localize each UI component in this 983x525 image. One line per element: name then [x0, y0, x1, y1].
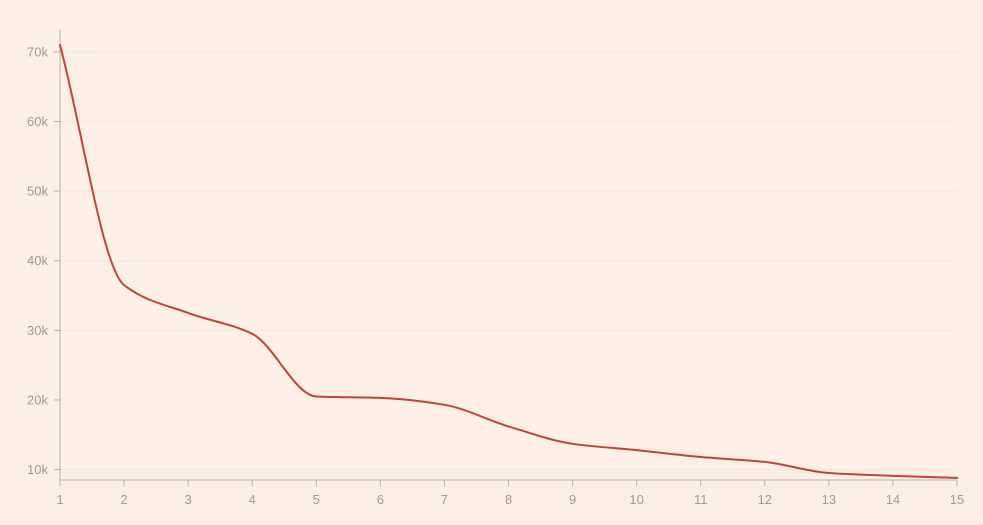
y-tick-label: 20k: [27, 392, 48, 407]
x-tick-label: 6: [377, 492, 384, 507]
x-tick-label: 1: [56, 492, 63, 507]
x-tick-label: 8: [505, 492, 512, 507]
x-tick-label: 5: [313, 492, 320, 507]
x-tick-label: 11: [694, 492, 708, 507]
y-tick-label: 30k: [27, 323, 48, 338]
x-tick-label: 15: [950, 492, 964, 507]
y-tick-label: 40k: [27, 253, 48, 268]
x-tick-label: 3: [185, 492, 192, 507]
x-tick-label: 9: [569, 492, 576, 507]
x-tick-label: 12: [758, 492, 772, 507]
y-tick-label: 50k: [27, 184, 48, 199]
x-tick-label: 10: [629, 492, 643, 507]
y-tick-label: 10k: [27, 462, 48, 477]
y-tick-label: 70k: [27, 44, 48, 59]
x-tick-label: 13: [822, 492, 836, 507]
grid-lines: [60, 51, 957, 471]
series-line: [59, 43, 958, 479]
x-tick-label: 4: [249, 492, 256, 507]
x-tick-label: 2: [120, 492, 127, 507]
axes: [54, 30, 958, 486]
y-tick-label: 60k: [27, 114, 48, 129]
series: [59, 43, 958, 479]
x-tick-label: 14: [886, 492, 900, 507]
x-tick-label: 7: [441, 492, 448, 507]
